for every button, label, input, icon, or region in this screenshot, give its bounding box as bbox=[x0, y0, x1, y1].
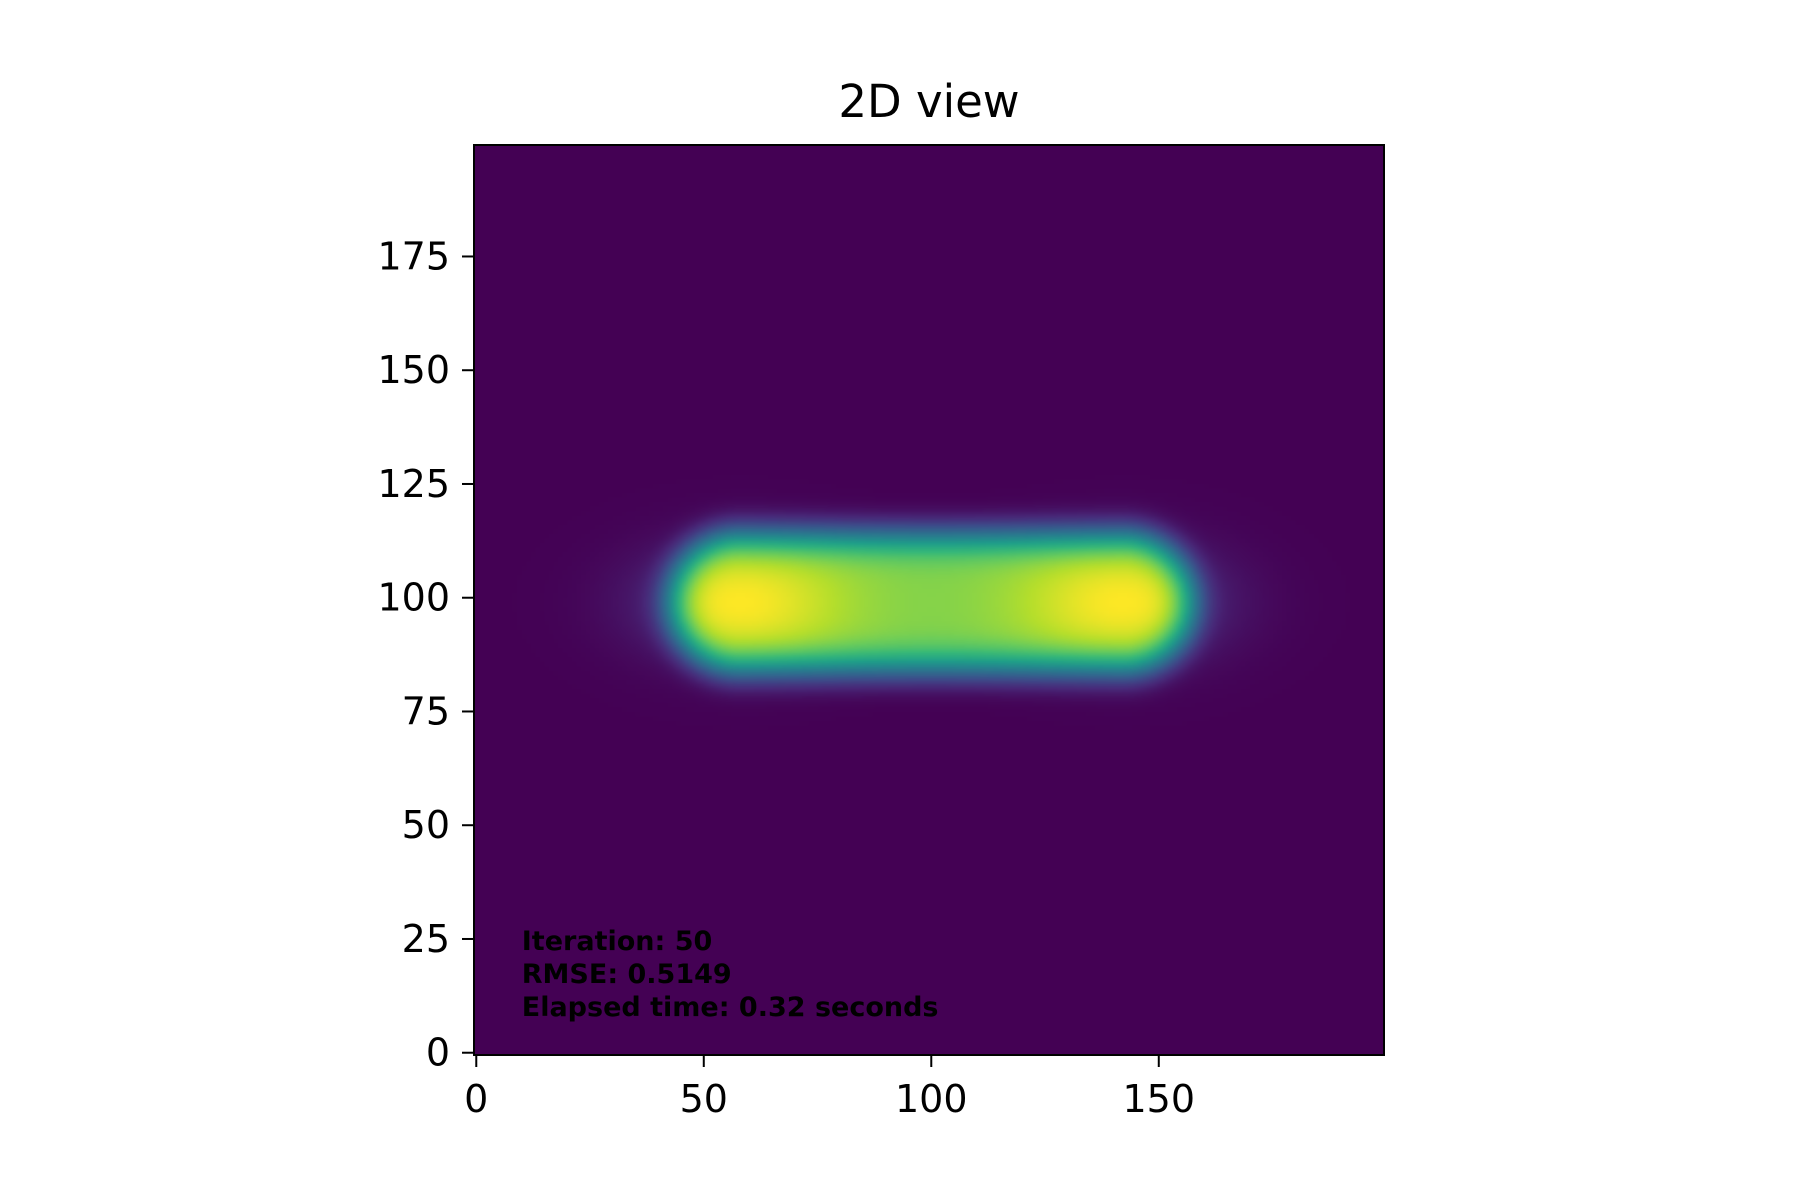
x-axis: 0 50 100 150 bbox=[464, 1055, 1195, 1121]
y-tick-label: 25 bbox=[402, 917, 450, 961]
y-tick-label: 0 bbox=[426, 1031, 450, 1075]
y-tick-label: 175 bbox=[377, 234, 450, 278]
x-tick-label: 100 bbox=[895, 1077, 968, 1121]
annotation-box: Iteration: 50 RMSE: 0.5149 Elapsed time:… bbox=[522, 926, 939, 1023]
chart-title: 2D view bbox=[838, 75, 1019, 128]
y-axis: 0 25 50 75 100 125 150 175 bbox=[377, 234, 474, 1075]
x-tick-label: 50 bbox=[680, 1077, 728, 1121]
y-tick-label: 125 bbox=[377, 462, 450, 506]
y-tick-label: 75 bbox=[402, 689, 450, 733]
y-tick-label: 50 bbox=[402, 803, 450, 847]
heatmap-image bbox=[474, 145, 1384, 1055]
y-tick-label: 150 bbox=[377, 348, 450, 392]
heatmap-raster bbox=[474, 145, 1384, 1055]
x-tick-label: 150 bbox=[1123, 1077, 1196, 1121]
axes-frame bbox=[473, 144, 1385, 1056]
annotation-iteration: Iteration: 50 bbox=[522, 926, 713, 957]
annotation-rmse: RMSE: 0.5149 bbox=[522, 959, 732, 990]
annotation-elapsed-time: Elapsed time: 0.32 seconds bbox=[522, 992, 939, 1023]
x-tick-label: 0 bbox=[464, 1077, 488, 1121]
y-tick-label: 100 bbox=[377, 576, 450, 620]
